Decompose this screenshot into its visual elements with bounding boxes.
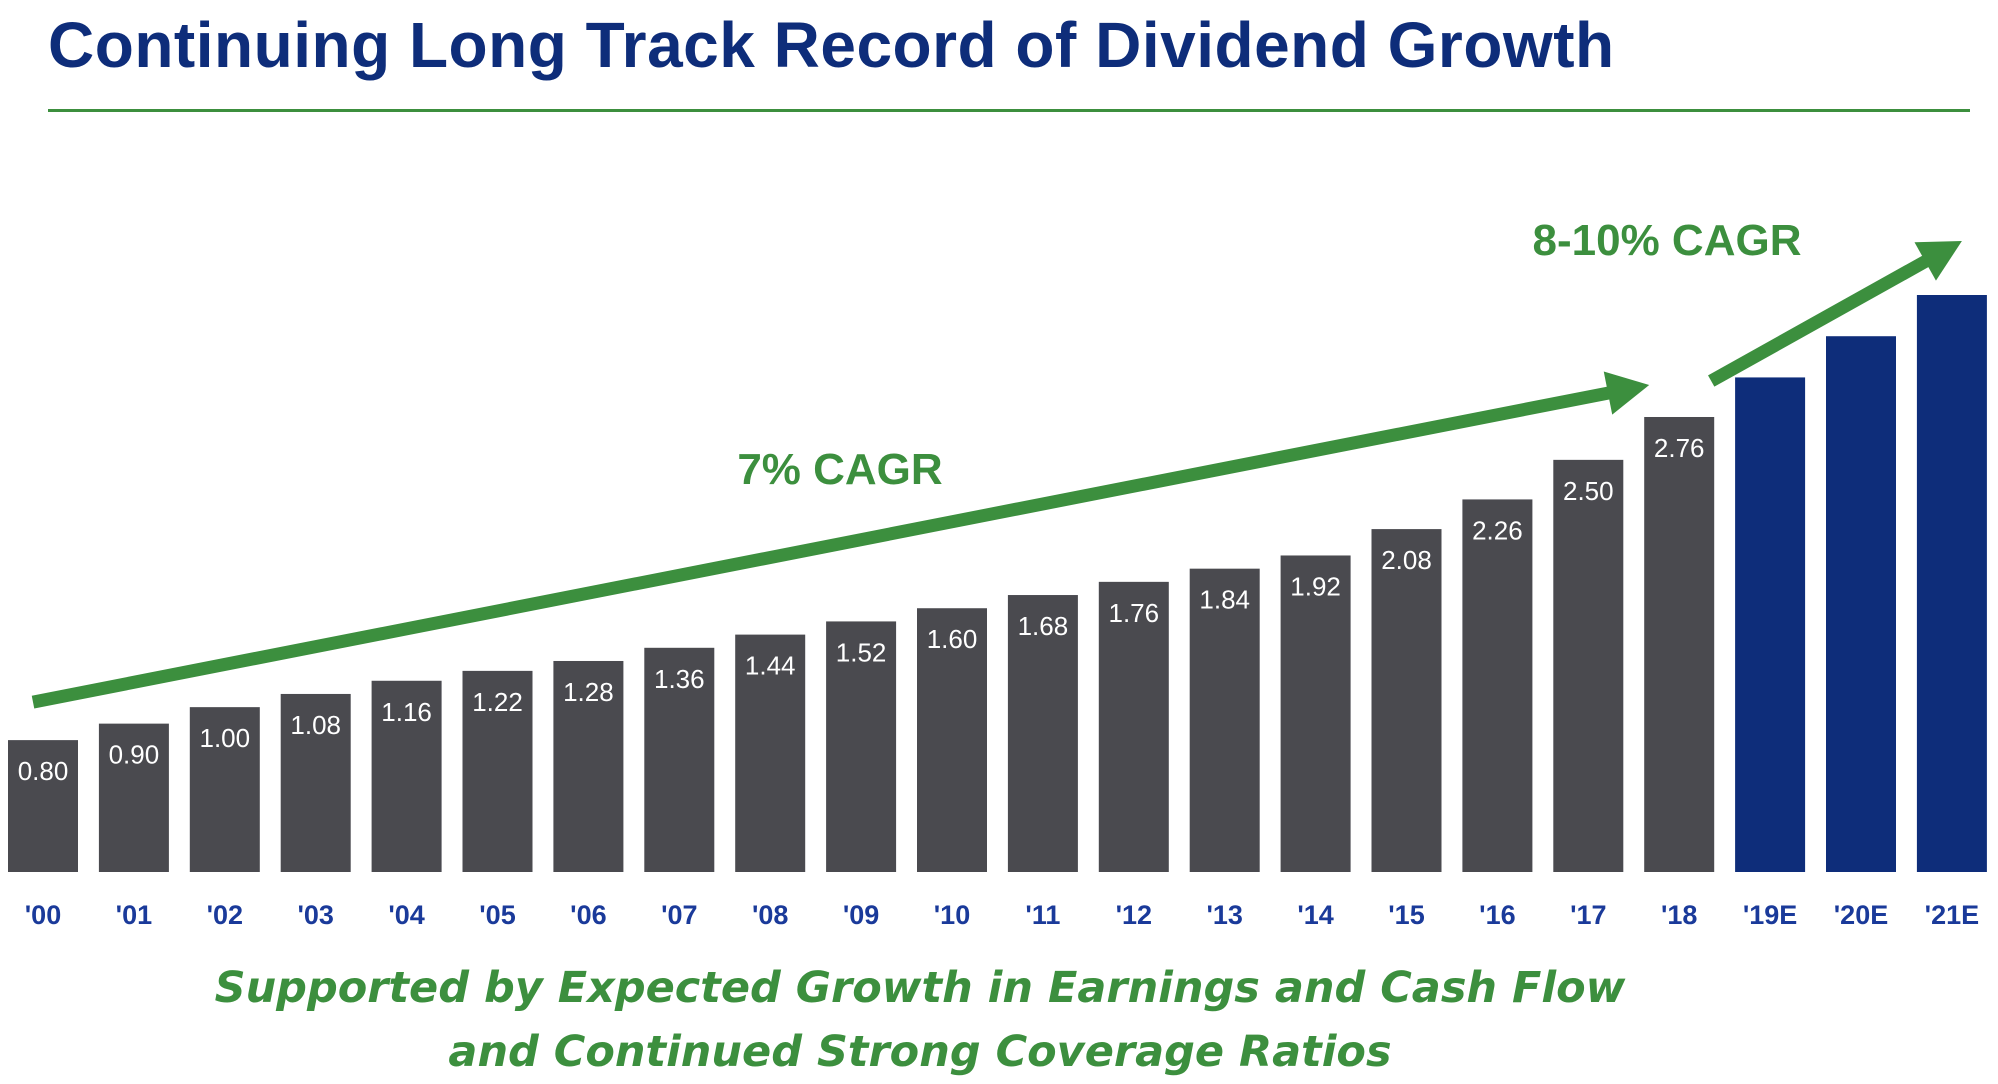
bar-value-label: 0.90: [109, 740, 160, 770]
bar: [1189, 568, 1260, 872]
x-tick-label: '02: [207, 900, 243, 930]
estimate-bar: [1735, 377, 1806, 872]
bar: [1371, 529, 1442, 872]
footer-line-2: and Continued Strong Coverage Ratios: [448, 1027, 1392, 1077]
x-tick-label: '07: [661, 900, 697, 930]
bar: [280, 693, 351, 872]
bar: [644, 647, 715, 872]
bar: [1644, 416, 1715, 872]
x-tick-label: '12: [1116, 900, 1152, 930]
x-tick-label: '10: [934, 900, 970, 930]
bar-value-label: 1.22: [472, 687, 523, 717]
x-tick-label: '14: [1297, 900, 1333, 930]
x-tick-label: '05: [479, 900, 515, 930]
bar-value-label: 0.80: [18, 756, 69, 786]
estimate-bar: [1916, 295, 1987, 872]
cagr-8-10-arrow-head: [1914, 241, 1962, 281]
bar: [1007, 595, 1078, 872]
cagr-7-arrow-line: [31, 386, 1612, 709]
x-tick-label: '06: [570, 900, 606, 930]
x-tick-label: '15: [1388, 900, 1424, 930]
bar: [826, 621, 897, 872]
x-tick-label: '21E: [1925, 900, 1979, 930]
bar: [189, 707, 260, 872]
bar: [917, 608, 987, 872]
x-tick-label: '01: [116, 900, 152, 930]
bar-value-label: 2.08: [1381, 545, 1432, 575]
bar: [1098, 581, 1169, 872]
x-tick-label: '17: [1570, 900, 1606, 930]
cagr-8-10-label: 8-10% CAGR: [1533, 216, 1802, 265]
x-tick-label: '00: [25, 900, 61, 930]
bar: [1553, 459, 1624, 872]
x-tick-label: '13: [1206, 900, 1242, 930]
bar-value-label: 1.00: [199, 723, 250, 753]
cagr-7-arrow-head: [1603, 371, 1650, 415]
bar-group: 0.80 '00 0.90 '01 1.00 '02 1.08 '03 1.16 '04 1.22 '…: [8, 295, 1987, 930]
bar: [1462, 499, 1533, 872]
x-tick-label: '16: [1479, 900, 1515, 930]
bar-value-label: 1.44: [745, 651, 796, 681]
x-tick-label: '08: [752, 900, 788, 930]
bar-value-label: 1.28: [563, 677, 614, 707]
dividend-bar-chart: 0.80 '00 0.90 '01 1.00 '02 1.08 '03 1.16 '04 1.22 '…: [8, 216, 1987, 930]
cagr-8-10-arrow-line: [1708, 254, 1931, 387]
bar-value-label: 1.92: [1290, 571, 1341, 601]
x-tick-label: '18: [1661, 900, 1697, 930]
page-title: Continuing Long Track Record of Dividend…: [48, 9, 1615, 81]
bar-value-label: 2.50: [1563, 476, 1614, 506]
bar: [98, 723, 169, 872]
bar-value-label: 1.52: [836, 637, 887, 667]
x-tick-label: '04: [388, 900, 424, 930]
x-tick-label: '20E: [1834, 900, 1888, 930]
bar: [1280, 555, 1351, 872]
bar-value-label: 1.84: [1199, 585, 1250, 615]
title-divider: [48, 109, 1970, 112]
cagr-7-label: 7% CAGR: [737, 445, 942, 494]
bar: [8, 740, 78, 872]
bar-value-label: 1.16: [381, 697, 432, 727]
x-tick-label: '11: [1025, 900, 1060, 930]
bar-value-label: 1.36: [654, 664, 705, 694]
x-tick-label: '19E: [1743, 900, 1797, 930]
bar-value-label: 1.68: [1018, 611, 1069, 641]
cagr-arrows: 7% CAGR 8-10% CAGR: [31, 216, 1962, 709]
x-tick-label: '09: [843, 900, 879, 930]
bar-value-label: 2.26: [1472, 515, 1523, 545]
bar-value-label: 1.60: [927, 624, 978, 654]
x-tick-label: '03: [297, 900, 333, 930]
footer-line-1: Supported by Expected Growth in Earnings…: [214, 963, 1626, 1013]
bar-value-label: 2.76: [1654, 433, 1705, 463]
estimate-bar: [1826, 336, 1896, 872]
bar: [553, 660, 624, 872]
bar: [371, 680, 442, 872]
bar: [462, 670, 533, 872]
bar-value-label: 1.08: [290, 710, 341, 740]
bar: [735, 634, 806, 872]
bar-value-label: 1.76: [1108, 598, 1159, 628]
